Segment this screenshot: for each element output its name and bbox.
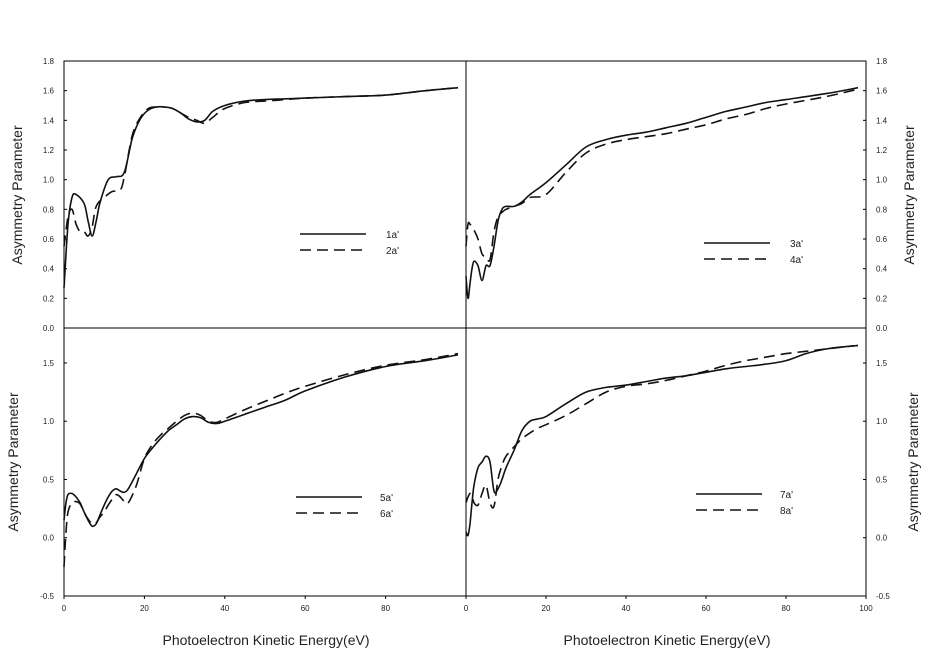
x-tick-label: 0 [464,604,469,613]
panel-top-right: 0.0 0.2 0.4 0.6 0.8 1.0 1.2 1.4 1.6 1.8 3a' 4a' [465,57,888,333]
legend-label: 1a' [386,230,399,241]
x-tick-label: 80 [381,604,390,613]
series-line-1ap [63,86,459,288]
y-tick-label: 1.0 [876,417,888,426]
x-tick-label: 80 [782,604,791,613]
legend-label: 4a' [790,255,803,266]
legend-label: 6a' [380,509,393,520]
y-tick-label: 0.5 [43,475,55,484]
y-tick-label: 0.8 [876,205,888,214]
x-tick-label: 20 [542,604,551,613]
y-tick-label: 1.2 [43,146,55,155]
panel-bottom-right: -0.5 0.0 0.5 1.0 1.5 0 20 40 60 80 100 7a' 8a' [464,344,890,613]
series-line-6ap [63,352,459,567]
x-tick-label: 0 [62,604,67,613]
x-tick-label: 40 [622,604,631,613]
series-line-2ap [63,86,459,247]
y-tick-label: 1.8 [876,57,888,66]
legend-label: 3a' [790,239,803,250]
y-tick-label: 0.2 [43,294,55,303]
x-axis-label-right: Photoelectron Kinetic Energy(eV) [564,632,771,648]
series-line-3ap [465,86,859,300]
legend-label: 7a' [780,490,793,501]
y-tick-label: 1.0 [43,176,55,185]
x-tick-label: 60 [301,604,310,613]
y-tick-label: -0.5 [40,592,54,601]
y-tick-label: 1.5 [876,359,888,368]
x-axis-label-left: Photoelectron Kinetic Energy(eV) [163,632,370,648]
y-tick-label: 1.5 [43,359,55,368]
y-tick-label: 0.4 [876,265,888,274]
series-line-8ap [465,344,859,509]
y-tick-label: 0.5 [876,475,888,484]
panels: 0.00.20.40.60.81.01.21.41.61.81a'2a'0.00… [40,57,890,613]
x-tick-label: 40 [220,604,229,613]
y-tick-label: 0.2 [876,294,888,303]
legend-label: 2a' [386,246,399,257]
x-tick-label: 20 [140,604,149,613]
y-tick-label: 1.2 [876,146,888,155]
y-axis-label-top-right: Asymmetry Parameter [901,125,917,265]
y-axis-label-top-left: Asymmetry Parameter [9,125,25,265]
y-tick-label: 1.0 [876,176,888,185]
series-line-4ap [465,88,859,263]
y-tick-label: 1.4 [43,116,55,125]
series-line-7ap [465,344,859,537]
y-axis-label-bottom-left: Asymmetry Parameter [5,392,21,532]
y-tick-label: 0.8 [43,205,55,214]
y-tick-label: 0.4 [43,265,55,274]
y-tick-label: 0.0 [43,534,55,543]
y-axis-label-bottom-right: Asymmetry Parameter [905,392,921,532]
panel-top-left: 0.0 0.2 0.4 0.6 0.8 1.0 1.2 1.4 1.6 1.8 1a' 2a' [43,57,459,333]
plot-frame [63,60,867,597]
x-tick-label: 100 [859,604,873,613]
y-tick-label: 0.0 [43,324,55,333]
y-tick-label: 0.6 [876,235,888,244]
y-tick-label: 0.0 [876,324,888,333]
y-tick-label: -0.5 [876,592,890,601]
y-tick-label: 1.6 [876,87,888,96]
axis-labels: Asymmetry Parameter Asymmetry Parameter As… [5,125,921,648]
panel-bottom-left: -0.5 0.0 0.5 1.0 1.5 0 20 40 60 80 5a' 6a' [40,352,459,613]
y-tick-label: 0.0 [876,534,888,543]
y-tick-label: 1.0 [43,417,55,426]
legend-label: 5a' [380,493,393,504]
x-tick-label: 60 [702,604,711,613]
y-tick-label: 1.8 [43,57,55,66]
y-tick-label: 1.6 [43,87,55,96]
series-line-5ap [63,354,459,528]
y-tick-label: 0.6 [43,235,55,244]
legend-label: 8a' [780,506,793,517]
y-tick-label: 1.4 [876,116,888,125]
